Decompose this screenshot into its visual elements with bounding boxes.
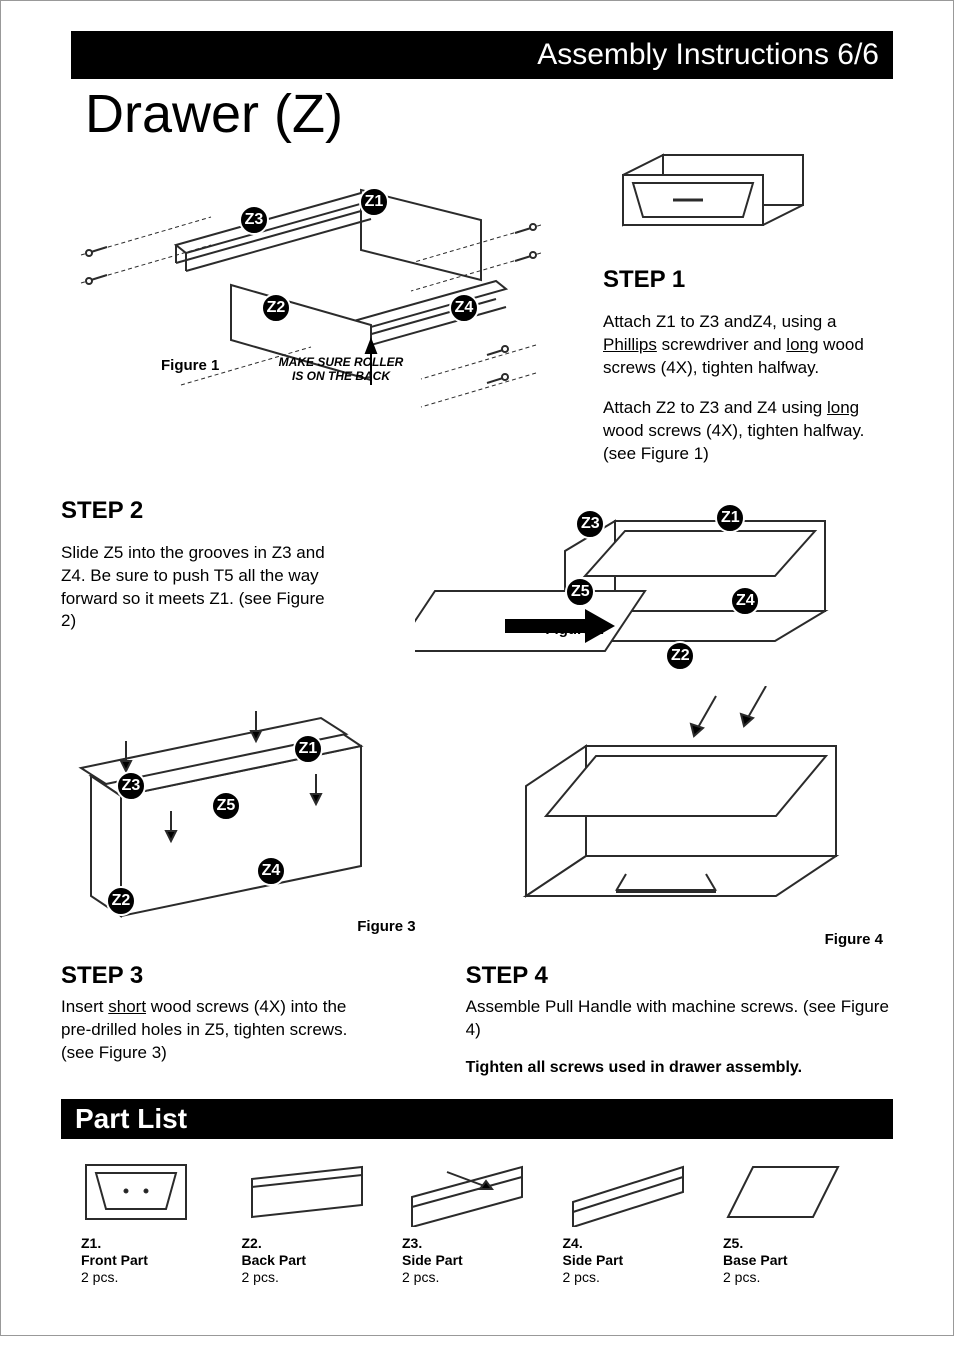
part-z4-name: Side Part [563, 1252, 624, 1269]
step-1-block: STEP 1 Attach Z1 to Z3 andZ4, using a Ph… [603, 145, 893, 483]
figure-3: Z1 Z2 Z3 Z4 Z5 Figure 3 [61, 686, 446, 966]
f3-z2: Z2 [106, 886, 136, 916]
part-z5-name: Base Part [723, 1252, 788, 1269]
step-4-block: STEP 4 Assemble Pull Handle with machine… [466, 956, 893, 1082]
step-3-heading: STEP 3 [61, 962, 446, 990]
part-z1-icon [81, 1157, 191, 1227]
row-3: Z1 Z2 Z3 Z4 Z5 Figure 3 [61, 686, 893, 966]
f2-z5: Z5 [565, 577, 595, 607]
part-z2: Z2. Back Part 2 pcs. [242, 1157, 392, 1285]
f3-z3: Z3 [116, 771, 146, 801]
part-z5-code: Z5. [723, 1235, 743, 1252]
figure-2: Z1 Z2 Z3 Z4 Z5 Figure 2 [415, 491, 893, 716]
label-z1: Z1 [359, 187, 389, 217]
part-z2-qty: 2 pcs. [242, 1269, 279, 1285]
row-1: Z1 Z2 Z3 Z4 Figure 1 MAKE SURE ROLLER IS… [61, 145, 893, 483]
label-z4: Z4 [449, 293, 479, 323]
part-z5-qty: 2 pcs. [723, 1269, 760, 1285]
step-2-p1: Slide Z5 into the grooves in Z3 and Z4. … [61, 542, 331, 634]
figure-2-svg [415, 491, 855, 711]
part-z4-qty: 2 pcs. [563, 1269, 600, 1285]
figure-1-note: MAKE SURE ROLLER IS ON THE BACK [271, 355, 411, 384]
part-z3-name: Side Part [402, 1252, 463, 1269]
header-title: Assembly Instructions 6/6 [537, 38, 879, 72]
f3-z1: Z1 [293, 734, 323, 764]
figure-2-caption: Figure 2 [545, 621, 603, 638]
figure-4: Figure 4 [466, 686, 893, 966]
parts-row: Z1. Front Part 2 pcs. Z2. Back Part 2 pc… [61, 1139, 893, 1295]
figure-4-svg [466, 686, 886, 946]
step-3-block: STEP 3 Insert short wood screws (4X) int… [61, 956, 446, 1082]
figure-4-caption: Figure 4 [825, 931, 883, 948]
step-4-p1: Assemble Pull Handle with machine screws… [466, 996, 893, 1042]
partlist-heading: Part List [61, 1099, 893, 1139]
mini-drawer-svg [603, 145, 823, 255]
part-z4-code: Z4. [563, 1235, 583, 1252]
part-z1-qty: 2 pcs. [81, 1269, 118, 1285]
part-z5-icon [723, 1157, 843, 1227]
step-1-p1: Attach Z1 to Z3 andZ4, using a Phillips … [603, 311, 893, 380]
part-z3-code: Z3. [402, 1235, 422, 1252]
f2-z3: Z3 [575, 509, 605, 539]
step-4-heading: STEP 4 [466, 962, 893, 990]
figure-1: Z1 Z2 Z3 Z4 Figure 1 MAKE SURE ROLLER IS… [61, 145, 583, 483]
page: Assembly Instructions 6/6 Drawer (Z) [0, 0, 954, 1336]
header-bar: Assembly Instructions 6/6 [61, 31, 893, 79]
label-z2: Z2 [261, 293, 291, 323]
row-2: STEP 2 Slide Z5 into the grooves in Z3 a… [61, 491, 893, 716]
part-z2-icon [242, 1157, 372, 1227]
part-z1-name: Front Part [81, 1252, 148, 1269]
part-z1: Z1. Front Part 2 pcs. [81, 1157, 231, 1285]
content: Z1 Z2 Z3 Z4 Figure 1 MAKE SURE ROLLER IS… [61, 145, 893, 1295]
f3-z4: Z4 [256, 856, 286, 886]
part-z5: Z5. Base Part 2 pcs. [723, 1157, 873, 1285]
part-z1-code: Z1. [81, 1235, 101, 1252]
part-z3-qty: 2 pcs. [402, 1269, 439, 1285]
part-z3-icon [402, 1157, 532, 1227]
figure-3-caption: Figure 3 [357, 918, 415, 935]
final-note: Tighten all screws used in drawer assemb… [466, 1059, 893, 1077]
main-title: Drawer (Z) [85, 83, 893, 145]
label-z3: Z3 [239, 205, 269, 235]
f2-z2: Z2 [665, 641, 695, 671]
f2-z4: Z4 [730, 586, 760, 616]
part-z2-name: Back Part [242, 1252, 307, 1269]
row-4: STEP 3 Insert short wood screws (4X) int… [61, 956, 893, 1082]
step-3-p1: Insert short wood screws (4X) into the p… [61, 996, 351, 1065]
part-z4-icon [563, 1157, 693, 1227]
f2-z1: Z1 [715, 503, 745, 533]
part-z3: Z3. Side Part 2 pcs. [402, 1157, 552, 1285]
f3-z5: Z5 [211, 791, 241, 821]
step-1-p2: Attach Z2 to Z3 and Z4 using long wood s… [603, 397, 893, 466]
figure-1-caption: Figure 1 [161, 357, 219, 374]
step-2-block: STEP 2 Slide Z5 into the grooves in Z3 a… [61, 491, 395, 716]
part-z4: Z4. Side Part 2 pcs. [563, 1157, 713, 1285]
figure-3-svg [61, 686, 401, 956]
step-2-heading: STEP 2 [61, 497, 395, 525]
step-1-heading: STEP 1 [603, 266, 893, 294]
part-z2-code: Z2. [242, 1235, 262, 1252]
